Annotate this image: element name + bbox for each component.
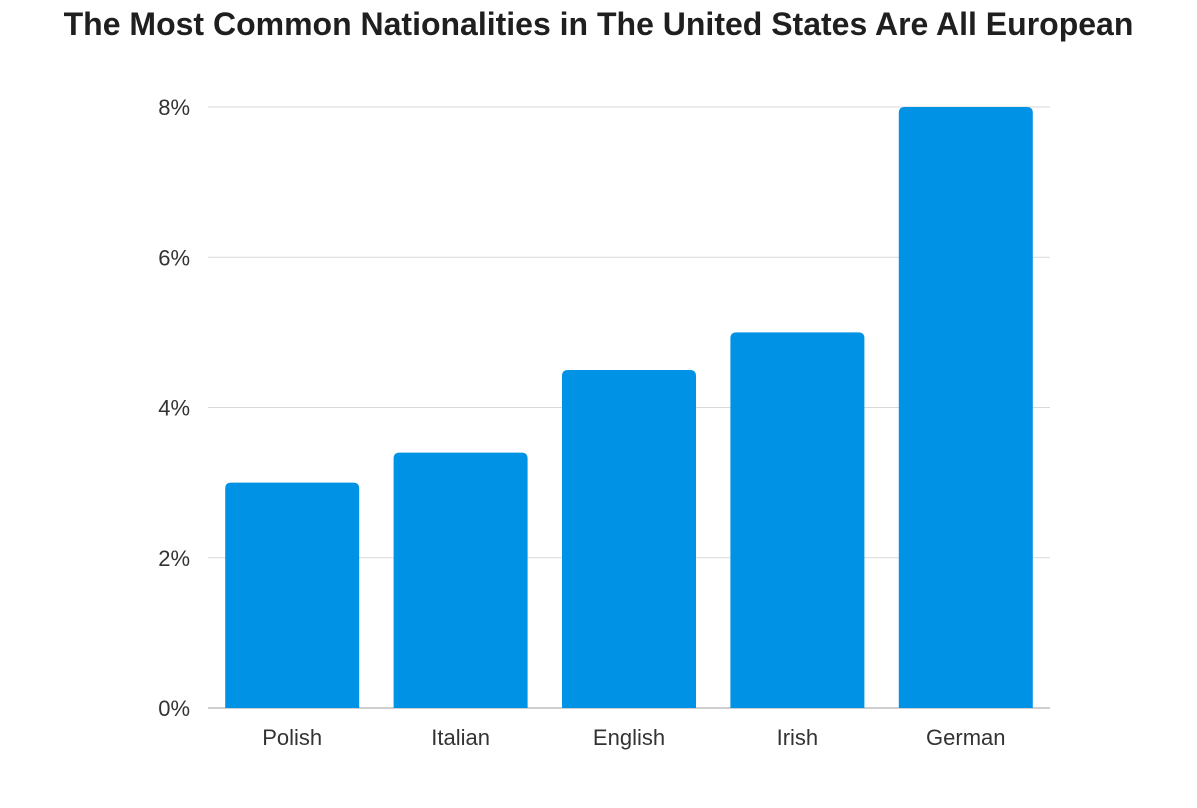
- y-tick-label: 0%: [158, 696, 190, 721]
- x-tick-label-irish: Irish: [777, 725, 819, 750]
- x-axis-labels: Polish Italian English Irish German: [262, 725, 1005, 750]
- x-tick-label-english: English: [593, 725, 665, 750]
- x-tick-label-polish: Polish: [262, 725, 322, 750]
- chart-title: The Most Common Nationalities in The Uni…: [63, 6, 1134, 42]
- bar-italian: [393, 452, 528, 708]
- y-tick-label: 8%: [158, 95, 190, 120]
- x-tick-label-italian: Italian: [431, 725, 490, 750]
- y-tick-label: 4%: [158, 396, 190, 421]
- bar-german: [898, 107, 1033, 708]
- bars: [225, 107, 1033, 708]
- bar-polish: [225, 482, 360, 708]
- y-tick-label: 6%: [158, 245, 190, 270]
- bar-english: [562, 369, 696, 708]
- y-tick-label: 2%: [158, 546, 190, 571]
- bar-irish: [730, 332, 865, 708]
- y-axis-ticks: 0% 2% 4% 6% 8%: [158, 95, 190, 721]
- x-tick-label-german: German: [926, 725, 1005, 750]
